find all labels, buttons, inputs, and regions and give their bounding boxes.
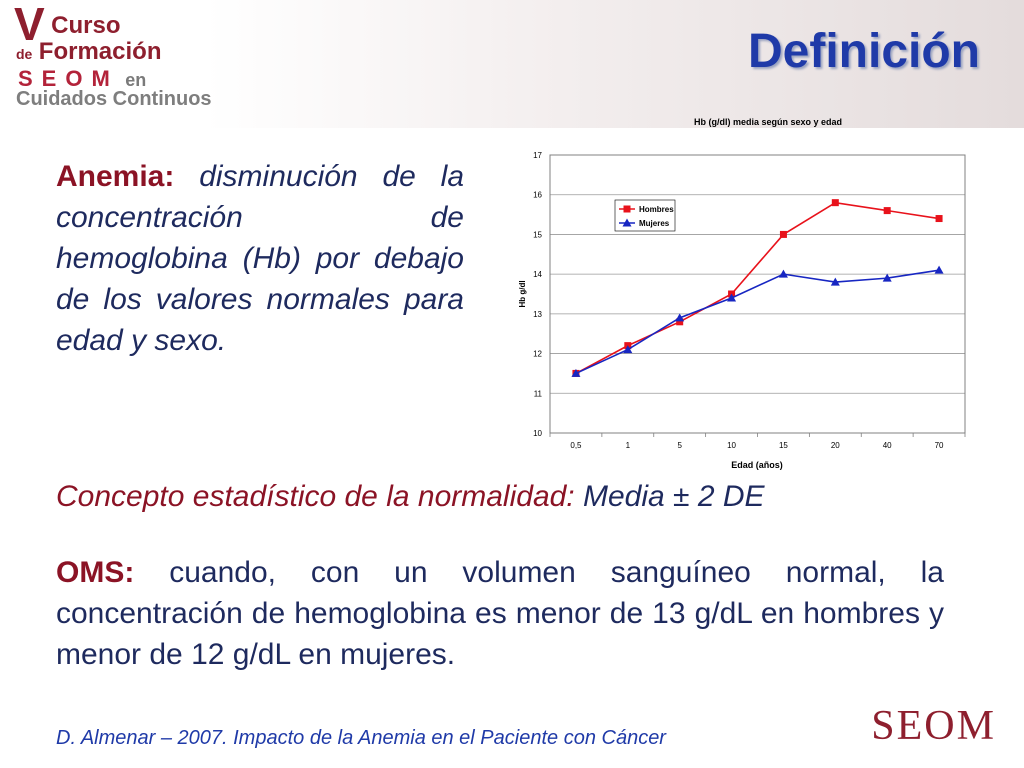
logo-line-seom: SEOM en [18,66,146,92]
chart-y-tick-label: 14 [533,270,542,279]
footer-reference: D. Almenar – 2007. Impacto de la Anemia … [56,727,666,749]
data-point-hombres [779,230,787,238]
statistical-concept-label: Concepto estadístico de la normalidad: [56,480,575,513]
anemia-definition: Anemia: disminución de la concentración … [56,156,464,361]
data-point-hombres [831,199,839,207]
data-point-mujeres [675,313,685,322]
legend-marker-mujeres [622,218,632,227]
chart-y-ticks: 10 11 12 13 14 15 16 17 [533,151,542,438]
logo-line-curso: V Curso [14,1,121,47]
data-point-mujeres [934,265,944,274]
chart-x-tick-label: 40 [883,441,892,450]
chart-legend: Hombres Mujeres [614,199,676,232]
chart-plot-area [549,154,966,434]
anemia-term: Anemia: [56,160,175,193]
chart-y-tick-label: 15 [533,230,542,239]
legend-label-mujeres: Mujeres [639,219,670,228]
logo-line-formacion: de Formación [16,38,161,66]
oms-definition-text: cuando, con un volumen sanguíneo normal,… [56,556,944,671]
chart-x-tick-label: 10 [727,441,736,450]
statistical-concept: Concepto estadístico de la normalidad: M… [56,478,765,516]
chart-gridlines [550,154,965,434]
logo-roman-numeral: V [14,0,45,50]
logo-formacion: Formación [38,38,162,65]
page-title: Definición [747,25,980,78]
data-point-mujeres [882,273,892,282]
data-point-mujeres [571,368,581,377]
data-point-mujeres [830,277,840,286]
chart-title: Hb (g/dl) media según sexo y edad [694,117,842,127]
chart-y-axis-label: Hb g/dl [518,280,527,307]
logo-de: de [16,46,33,62]
data-point-hombres [883,207,891,215]
chart-x-ticks: 0,5 1 5 10 15 20 40 70 [549,433,966,450]
chart-x-tick-label: 1 [626,441,631,450]
chart-y-tick-label: 17 [533,151,542,160]
series-line-hombres [575,201,940,375]
chart-y-tick-label: 11 [534,389,543,398]
course-logo: V Curso de Formación SEOM en Cuidados Co… [14,1,264,114]
seom-logo: SEOM [871,703,996,749]
chart-y-tick-label: 16 [533,191,542,200]
data-point-mujeres [778,269,788,278]
chart-x-axis-label: Edad (años) [731,460,783,470]
statistical-concept-value: Media ± 2 DE [583,480,765,513]
logo-en: en [125,70,147,90]
chart-x-tick-label: 0,5 [570,441,582,450]
oms-definition: OMS: cuando, con un volumen sanguíneo no… [56,552,944,675]
legend-label-hombres: Hombres [639,205,674,214]
logo-curso: Curso [51,12,121,39]
chart-y-tick-label: 13 [533,310,542,319]
legend-marker-hombres [623,205,631,213]
chart-x-tick-label: 15 [779,441,788,450]
chart-x-tick-label: 70 [935,441,944,450]
logo-seom: SEOM [18,66,119,91]
chart-x-tick-label: 20 [831,441,840,450]
chart-y-tick-label: 12 [533,350,542,359]
header-band [0,0,1024,128]
anemia-definition-text: disminución de la concentración de hemog… [56,160,464,357]
series-line-mujeres [575,269,940,375]
data-point-mujeres [727,293,737,302]
oms-term: OMS: [56,556,135,589]
chart-x-tick-label: 5 [677,441,682,450]
data-point-hombres [935,215,943,223]
logo-cuidados-continuos: Cuidados Continuos [16,88,212,110]
hb-chart: Hb (g/dl) media según sexo y edad 101112… [518,117,966,470]
data-point-hombres [676,318,684,326]
chart-series [571,199,944,377]
chart-y-tick-label: 10 [533,429,542,438]
data-point-mujeres [623,345,633,354]
